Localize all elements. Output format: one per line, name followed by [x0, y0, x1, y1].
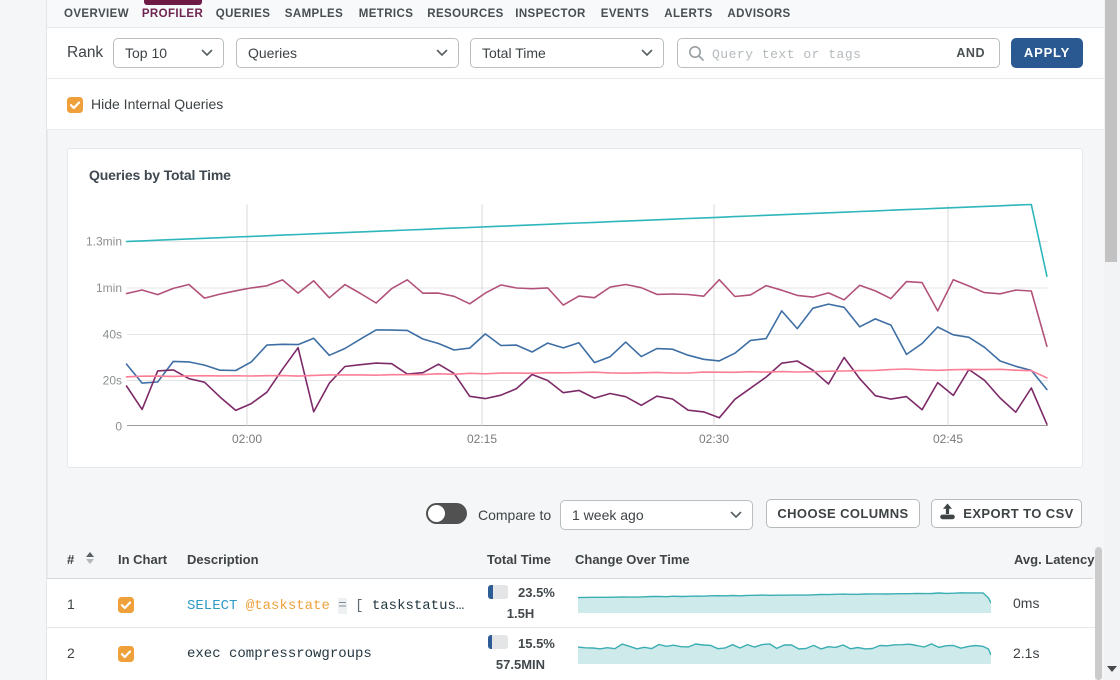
svg-text:20s: 20s — [103, 374, 122, 388]
svg-text:02:30: 02:30 — [699, 432, 729, 446]
svg-text:1min: 1min — [96, 281, 122, 295]
svg-text:0: 0 — [115, 420, 122, 434]
svg-text:02:00: 02:00 — [232, 432, 262, 446]
svg-text:02:15: 02:15 — [467, 432, 497, 446]
svg-text:1.3min: 1.3min — [86, 235, 122, 249]
svg-text:02:45: 02:45 — [933, 432, 963, 446]
svg-text:40s: 40s — [103, 328, 122, 342]
